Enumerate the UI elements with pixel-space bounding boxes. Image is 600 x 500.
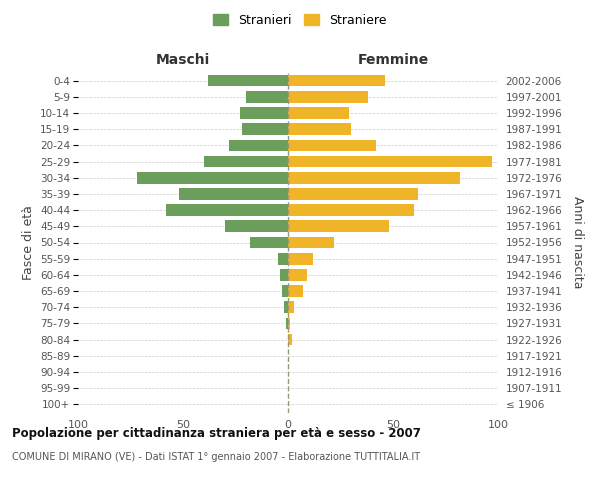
Bar — [288, 107, 349, 119]
Bar — [288, 253, 313, 264]
Bar — [288, 204, 414, 216]
Bar — [166, 204, 288, 216]
Bar — [250, 236, 288, 248]
Bar — [288, 75, 385, 86]
Bar — [288, 220, 389, 232]
Bar — [288, 188, 418, 200]
Bar — [288, 318, 290, 330]
Bar — [288, 285, 303, 297]
Bar — [288, 172, 460, 184]
Bar — [288, 302, 295, 313]
Bar — [229, 140, 288, 151]
Bar — [246, 91, 288, 102]
Legend: Stranieri, Straniere: Stranieri, Straniere — [208, 8, 392, 32]
Bar — [288, 269, 307, 280]
Y-axis label: Anni di nascita: Anni di nascita — [571, 196, 584, 288]
Bar — [284, 302, 288, 313]
Bar — [282, 285, 288, 297]
Text: Maschi: Maschi — [156, 54, 210, 68]
Bar — [288, 91, 368, 102]
Text: Popolazione per cittadinanza straniera per età e sesso - 2007: Popolazione per cittadinanza straniera p… — [12, 428, 421, 440]
Bar — [242, 124, 288, 135]
Bar — [286, 318, 288, 330]
Y-axis label: Fasce di età: Fasce di età — [22, 205, 35, 280]
Bar — [208, 75, 288, 86]
Bar — [204, 156, 288, 168]
Bar — [288, 124, 351, 135]
Bar — [240, 107, 288, 119]
Bar — [288, 156, 492, 168]
Text: COMUNE DI MIRANO (VE) - Dati ISTAT 1° gennaio 2007 - Elaborazione TUTTITALIA.IT: COMUNE DI MIRANO (VE) - Dati ISTAT 1° ge… — [12, 452, 420, 462]
Bar — [288, 334, 292, 345]
Bar — [288, 140, 376, 151]
Bar — [137, 172, 288, 184]
Bar — [179, 188, 288, 200]
Bar — [277, 253, 288, 264]
Text: Femmine: Femmine — [358, 54, 428, 68]
Bar — [288, 236, 334, 248]
Bar — [280, 269, 288, 280]
Bar — [225, 220, 288, 232]
